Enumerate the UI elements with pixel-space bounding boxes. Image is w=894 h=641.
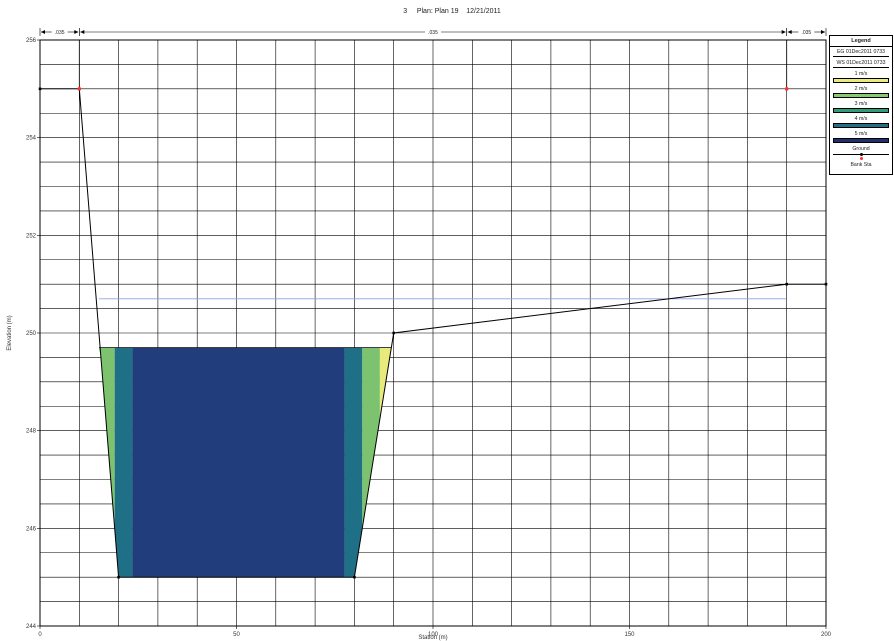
legend-color-swatch [833,108,889,113]
velocity-segment [114,347,133,578]
legend-item-label: 5 m/s [854,131,868,137]
legend-item-label: 4 m/s [854,116,868,122]
axis-ticks: 0 50 100 150 200 244 246 248 250 252 254 256 [26,38,832,638]
grid [39,39,827,627]
profile-lines [38,40,828,579]
y-tick-label: 250 [26,331,37,337]
manning-n-values: .035 .035 .035 [39,28,827,36]
ground-point [392,331,395,335]
manning-n-arrowhead [74,30,79,34]
y-tick-label: 246 [26,526,37,532]
manning-n-label: .035 [428,30,438,36]
legend-bank-swatch [833,157,889,160]
ground-point [117,575,120,579]
manning-n-arrowhead [787,30,792,34]
ground-point [785,282,788,286]
legend-item-label: 3 m/s [854,101,868,107]
manning-n-arrowhead [80,30,85,34]
manning-n-label: .035 [55,30,65,36]
y-tick-label: 256 [26,38,37,44]
y-tick-label: 252 [26,233,37,239]
legend-title: Legend [830,36,892,47]
y-tick-label: 244 [26,624,37,630]
velocity-segment [344,347,363,578]
legend: Legend EG 01Dec2011 0733 WS 01Dec2011 073… [829,35,893,175]
manning-n-arrowhead [781,30,786,34]
x-tick-label: 0 [38,632,42,638]
legend-item-label: WS 01Dec2011 0733 [836,60,886,66]
legend-color-swatch [833,93,889,98]
velocity-areas [98,347,392,578]
x-tick-label: 100 [428,632,439,638]
x-tick-label: 200 [821,632,832,638]
legend-ground-swatch [833,153,889,156]
y-axis-label: Elevation (m) [7,315,13,350]
legend-item-label: 1 m/s [854,71,868,77]
x-axis-label: Station (m) [418,635,447,641]
manning-n-arrowhead [41,30,45,34]
legend-item-label: Ground [852,146,870,152]
manning-n-label: .035 [801,30,811,36]
x-tick-label: 150 [624,632,635,638]
velocity-segment [98,347,115,529]
legend-item-label: 2 m/s [854,86,868,92]
x-tick-label: 50 [233,632,240,638]
legend-item-label: EG 01Dec2011 0733 [836,49,886,55]
legend-item-label: Bank Sta [850,162,872,168]
y-tick-label: 248 [26,429,37,435]
velocity-segment [132,347,345,578]
plot-frame [39,39,827,627]
ground-point [353,575,356,579]
y-tick-label: 254 [26,136,37,142]
legend-line-swatch [833,67,889,68]
legend-color-swatch [833,123,889,128]
legend-color-swatch [833,78,889,83]
bank-station-marker [77,87,82,91]
velocity-segment [362,347,380,529]
legend-line-swatch [833,56,889,57]
bank-station-marker [784,87,789,91]
manning-n-arrowhead [821,30,825,34]
legend-color-swatch [833,138,889,143]
chart-title: 3 Plan: Plan 19 12/21/2011 [403,8,501,15]
